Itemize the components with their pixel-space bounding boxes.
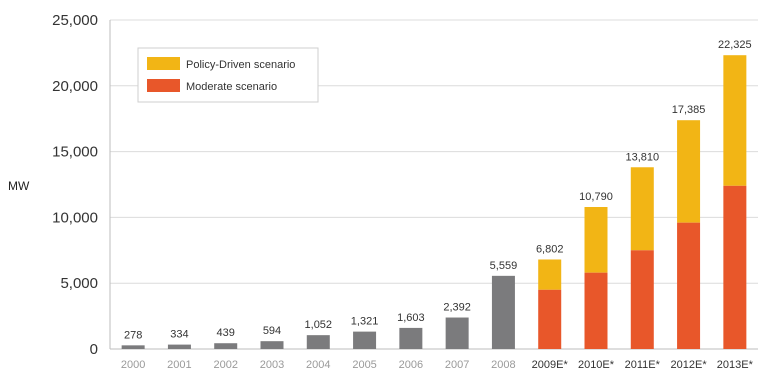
bar-value-label: 10,790 bbox=[579, 191, 613, 203]
bar-value-label: 278 bbox=[124, 329, 142, 341]
legend: Policy-Driven scenario Moderate scenario bbox=[137, 47, 319, 103]
bar-value-label: 594 bbox=[263, 325, 281, 337]
bar-value-label: 13,810 bbox=[625, 151, 659, 163]
bar-policy-driven bbox=[584, 207, 608, 273]
bar-historical bbox=[399, 327, 423, 349]
y-axis-label: MW bbox=[8, 179, 30, 193]
bar-historical bbox=[491, 275, 515, 349]
bar-moderate bbox=[538, 289, 562, 349]
x-tick-label: 2004 bbox=[306, 359, 330, 371]
y-tick-label: 10,000 bbox=[52, 209, 98, 226]
x-tick-label: 2003 bbox=[260, 359, 284, 371]
x-tick-label: 2005 bbox=[352, 359, 376, 371]
x-tick-label: 2010E* bbox=[578, 359, 615, 371]
bar-value-label: 1,321 bbox=[351, 316, 379, 328]
bar-historical bbox=[121, 345, 145, 349]
x-tick-label: 2001 bbox=[167, 359, 191, 371]
x-tick-label: 2011E* bbox=[625, 359, 661, 371]
y-tick-label: 25,000 bbox=[52, 12, 98, 29]
y-tick-label: 0 bbox=[90, 341, 98, 358]
bar-historical bbox=[353, 331, 377, 349]
y-tick-label: 5,000 bbox=[60, 275, 98, 292]
bar-historical bbox=[260, 341, 284, 349]
legend-swatch-moderate bbox=[147, 79, 180, 92]
x-tick-label: 2013E* bbox=[717, 359, 754, 371]
x-tick-label: 2002 bbox=[213, 359, 237, 371]
bar-value-label: 22,325 bbox=[718, 39, 752, 51]
y-tick-label: 20,000 bbox=[52, 78, 98, 95]
bar-value-label: 334 bbox=[170, 329, 188, 341]
bar-value-label: 1,052 bbox=[305, 319, 333, 331]
bar-value-label: 5,559 bbox=[490, 260, 518, 272]
x-axis-ticks: 2000 2001 2002 2003 2004 2005 2006 2007 2008 2009… bbox=[121, 359, 754, 371]
bar-policy-driven bbox=[630, 167, 654, 251]
x-tick-label: 2006 bbox=[399, 359, 423, 371]
legend-label-moderate: Moderate scenario bbox=[186, 81, 277, 93]
bar-policy-driven bbox=[677, 120, 701, 223]
x-tick-label: 2008 bbox=[491, 359, 515, 371]
bar-historical bbox=[306, 335, 330, 349]
x-tick-label: 2000 bbox=[121, 359, 145, 371]
bar-policy-driven bbox=[723, 55, 747, 186]
bars bbox=[121, 55, 747, 349]
x-tick-label: 2009E* bbox=[532, 359, 569, 371]
bar-value-labels: 278 334 439 594 1,052 1,321 1,603 2,392 5,559 6,8… bbox=[124, 39, 752, 341]
x-tick-label: 2007 bbox=[445, 359, 469, 371]
bar-value-label: 17,385 bbox=[672, 104, 706, 116]
bar-moderate bbox=[584, 272, 608, 349]
bar-historical bbox=[214, 343, 238, 349]
legend-label-policy: Policy-Driven scenario bbox=[186, 59, 295, 71]
bar-historical bbox=[445, 317, 469, 349]
bar-value-label: 6,802 bbox=[536, 243, 564, 255]
bar-moderate bbox=[723, 185, 747, 349]
bar-value-label: 439 bbox=[217, 327, 235, 339]
bar-moderate bbox=[677, 222, 701, 349]
bar-historical bbox=[167, 344, 191, 349]
bar-moderate bbox=[630, 250, 654, 349]
y-tick-label: 15,000 bbox=[52, 144, 98, 161]
y-axis-ticks: 0 5,000 10,000 15,000 20,000 25,000 bbox=[52, 12, 98, 358]
bar-value-label: 2,392 bbox=[443, 302, 471, 314]
bar-policy-driven bbox=[538, 259, 562, 290]
bar-value-label: 1,603 bbox=[397, 312, 425, 324]
legend-box bbox=[137, 47, 319, 103]
legend-swatch-policy bbox=[147, 57, 180, 70]
x-tick-label: 2012E* bbox=[671, 359, 708, 371]
